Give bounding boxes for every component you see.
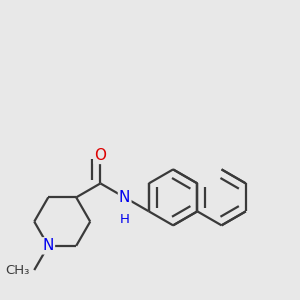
Text: N: N <box>119 190 130 205</box>
Text: CH₃: CH₃ <box>6 264 30 277</box>
Text: O: O <box>94 148 106 163</box>
Text: H: H <box>120 213 130 226</box>
Text: N: N <box>43 238 54 253</box>
